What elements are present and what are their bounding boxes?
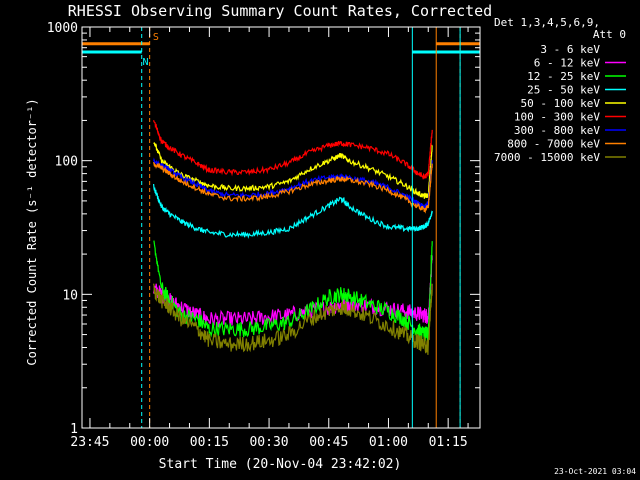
x-axis-label: Start Time (20-Nov-04 23:42:02) (159, 457, 402, 472)
y-tick-label-1: 10 (62, 288, 78, 303)
legend-label-3: 25 - 50 keV (527, 84, 600, 97)
legend-label-7: 800 - 7000 keV (507, 138, 600, 151)
footer-date: 23-Oct-2021 03:04 (554, 467, 636, 476)
legend-label-5: 100 - 300 keV (514, 111, 600, 124)
chart-title: RHESSI Observing Summary Count Rates, Co… (68, 2, 492, 20)
vertical-markers-layer (141, 27, 461, 428)
x-tick-label-0: 23:45 (70, 435, 109, 450)
legend-label-6: 300 - 800 keV (514, 124, 600, 137)
flags-layer: SN (82, 32, 480, 68)
x-tick-label-3: 00:30 (249, 435, 288, 450)
x-tick-label-2: 00:15 (190, 435, 229, 450)
legend-label-1: 6 - 12 keV (534, 57, 601, 70)
y-axis-label: Corrected Count Rate (s⁻¹ detector⁻¹) (25, 98, 39, 365)
header-line-2: Att 0 (593, 28, 626, 41)
legend-label-2: 12 - 25 keV (527, 70, 600, 83)
legend-label-8: 7000 - 15000 keV (494, 151, 600, 164)
y-tick-label-0: 1 (70, 422, 78, 437)
x-tick-label-1: 00:00 (130, 435, 169, 450)
flag-label-s: S (153, 32, 159, 43)
series-line-0 (153, 314, 433, 434)
x-tick-label-5: 01:00 (369, 435, 408, 450)
y-tick-label-2: 100 (55, 155, 78, 170)
legend-label-4: 50 - 100 keV (521, 97, 601, 110)
axes-layer: 1 10 100 1000 23:45 00:00 00:15 00:30 00:45 01:00… (47, 21, 481, 450)
flag-label-n: N (142, 57, 148, 68)
y-tick-label-3: 1000 (47, 21, 78, 36)
x-tick-label-4: 00:45 (309, 435, 348, 450)
plot-frame (81, 26, 481, 429)
header-line-1: Det 1,3,4,5,6,9, (494, 16, 600, 29)
legend-label-0: 3 - 6 keV (540, 43, 600, 56)
x-tick-label-6: 01:15 (429, 435, 468, 450)
